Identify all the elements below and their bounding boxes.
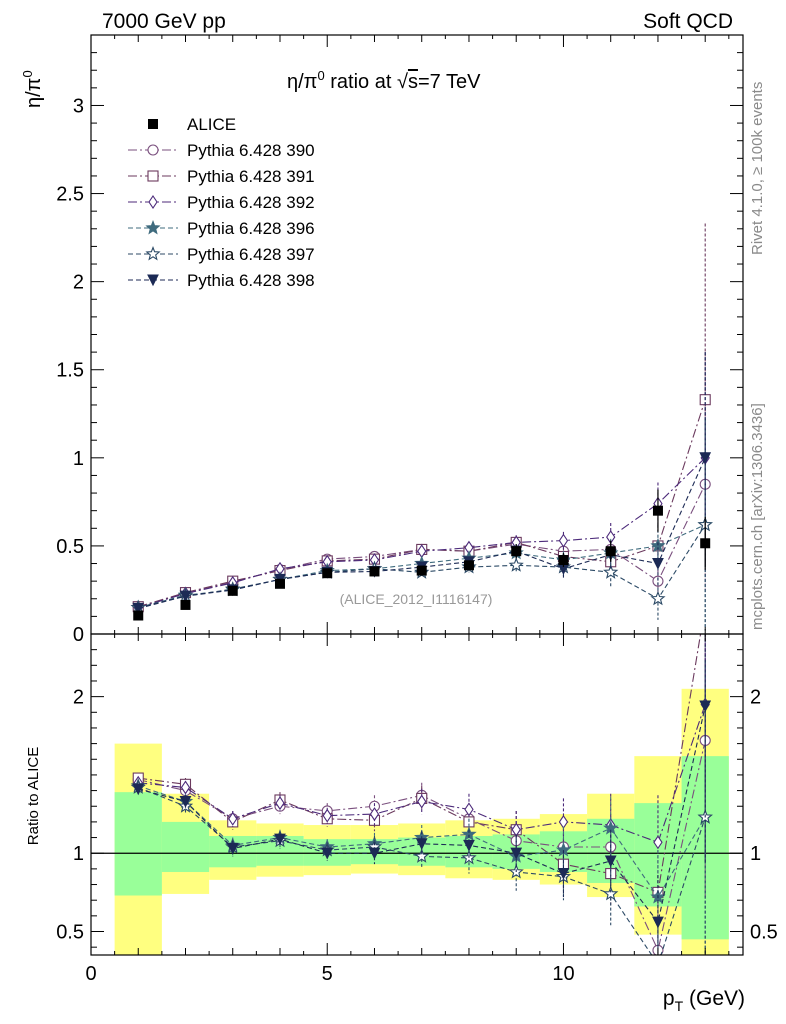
legend-marker-4: [145, 219, 161, 235]
legend-label-1: Pythia 6.428 390: [187, 141, 315, 160]
legend-data-marker: [148, 119, 158, 129]
ratio-point-6-4: [274, 833, 286, 846]
upper-ytick-label-3: 1.5: [56, 360, 84, 382]
upper-ytick-label-5: 2.5: [56, 184, 84, 206]
ratio-point-3-5: [322, 808, 332, 823]
x-tick-label-2: 10: [552, 963, 574, 985]
lower-plot-area: [91, 634, 743, 970]
ratio-point-5-12: [652, 958, 664, 970]
upper-ytick-label-6: 3: [73, 95, 84, 117]
rivet-label: Rivet 4.1.0, ≥ 100k events: [749, 82, 766, 255]
ratio-point-6-11: [604, 855, 617, 868]
ratio-point-6-9: [510, 847, 523, 860]
data-point-9: [511, 546, 522, 557]
ratio-point-6-6: [368, 847, 381, 860]
ratio-point-5-11: [603, 885, 619, 901]
analysis-watermark: (ALICE_2012_I1116147): [340, 591, 493, 607]
lower-ytick-label-left-1: 1: [73, 843, 84, 865]
data-point-2: [180, 599, 191, 610]
legend-marker-3: [148, 195, 158, 209]
legend-label-6: Pythia 6.428 398: [187, 271, 315, 290]
band-inner-1: [114, 792, 162, 896]
data-point-5: [322, 568, 333, 579]
x-axis-label: pT (GeV): [663, 987, 745, 1014]
upper-point-6-1: [132, 602, 145, 615]
upper-point-1-12: [652, 575, 664, 587]
lower-ytick-label-left-2: 2: [73, 687, 84, 709]
upper-title: η/π0 ratio at √s=7 TeV: [287, 68, 481, 93]
upper-point-6-13: [699, 452, 712, 465]
ratio-point-3-8: [464, 802, 474, 817]
data-point-6: [369, 566, 380, 577]
ratio-point-6-7: [415, 838, 428, 851]
ratio-point-3-4: [275, 796, 285, 811]
data-point-12: [652, 505, 663, 516]
upper-point-5-9: [508, 557, 524, 572]
ratio-point-6-5: [321, 847, 334, 860]
legend-marker-2: [147, 170, 159, 182]
x-tick-label-1: 5: [322, 963, 333, 985]
upper-ylabel: η/π0: [20, 70, 45, 108]
x-tick-label-0: 0: [85, 963, 96, 985]
header-left: 7000 GeV pp: [102, 10, 226, 33]
data-point-11: [605, 546, 616, 557]
data-point-1: [133, 610, 144, 621]
ratio-point-6-8: [463, 839, 475, 852]
ratio-point-6-3: [226, 842, 239, 855]
legend-label-5: Pythia 6.428 397: [187, 245, 315, 264]
upper-point-5-11: [603, 564, 619, 579]
lower-ytick-label-left-0: 0.5: [56, 922, 84, 944]
upper-ytick-label-1: 0.5: [56, 536, 84, 558]
upper-point-6-12: [652, 557, 664, 570]
upper-line-3: [138, 457, 706, 609]
upper-point-6-2: [179, 590, 192, 603]
ratio-point-6-2: [179, 795, 192, 808]
legend-marker-6: [147, 274, 159, 287]
legend-label-4: Pythia 6.428 396: [187, 219, 315, 238]
upper-line-6: [138, 457, 706, 610]
upper-ytick-label-2: 1: [73, 448, 84, 470]
ratio-point-5-7: [414, 848, 430, 863]
header-right: Soft QCD: [643, 10, 733, 33]
ratio-point-3-6: [369, 807, 380, 822]
legend-marker-5: [145, 245, 161, 261]
ratio-point-3-7: [417, 794, 427, 809]
legend-marker-1: [147, 144, 159, 156]
legend-label-2: Pythia 6.428 391: [187, 167, 315, 186]
lower-ylabel: Ratio to ALICE: [25, 747, 42, 845]
legend-data-label: ALICE: [187, 115, 236, 134]
lower-ytick-label-right-1: 1: [750, 843, 761, 865]
ratio-point-6-13: [699, 700, 712, 713]
data-point-4: [274, 578, 285, 589]
data-point-10: [558, 555, 569, 566]
band-inner-2: [161, 821, 210, 873]
ratio-point-3-3: [228, 811, 238, 826]
ratio-point-3-12: [653, 835, 663, 850]
upper-ytick-label-0: 0: [73, 624, 84, 646]
ratio-point-6-12: [652, 916, 664, 929]
upper-point-5-12: [650, 590, 666, 606]
data-point-7: [416, 565, 427, 576]
ratio-point-3-2: [180, 780, 191, 795]
data-point-13: [700, 538, 711, 549]
lower-ytick-label-right-0: 0.5: [750, 922, 778, 944]
lower-ytick-label-right-2: 2: [750, 687, 761, 709]
upper-plot-area: [130, 223, 713, 631]
ratio-point-6-1: [132, 783, 145, 796]
lower-frame: [90, 633, 744, 956]
mcplots-label: mcplots.cern.ch [arXiv:1306.3436]: [749, 403, 766, 630]
data-point-8: [463, 560, 474, 571]
data-point-3: [227, 585, 238, 596]
ratio-point-6-10: [557, 868, 570, 880]
upper-point-3-10: [558, 533, 569, 548]
upper-ytick-label-4: 2: [73, 272, 84, 294]
legend-label-3: Pythia 6.428 392: [187, 193, 315, 212]
